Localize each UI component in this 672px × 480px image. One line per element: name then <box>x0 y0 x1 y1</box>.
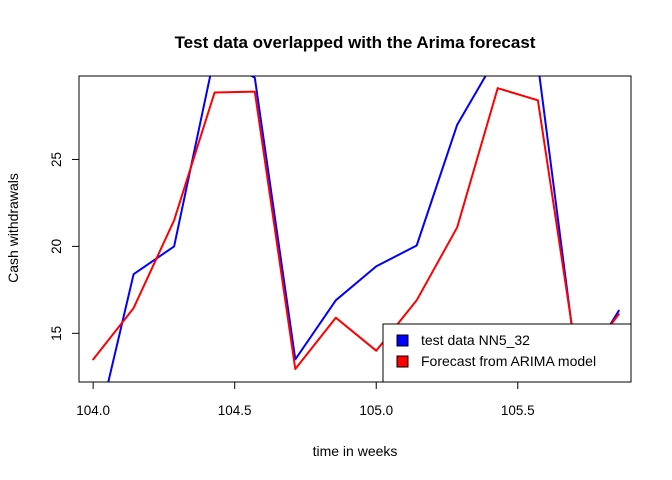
series-layer <box>92 76 620 382</box>
legend: test data NN5_32 Forecast from ARIMA mode… <box>382 323 632 383</box>
legend-swatch <box>396 334 409 347</box>
x-axis-label: time in weeks <box>313 443 398 459</box>
legend-label: test data NN5_32 <box>421 332 530 348</box>
x-tick-label: 105.0 <box>359 403 393 418</box>
y-tick-label: 20 <box>49 239 64 254</box>
y-axis: 15 20 25 <box>49 152 80 341</box>
x-tick-label: 104.0 <box>76 403 110 418</box>
legend-label: Forecast from ARIMA model <box>421 353 596 369</box>
x-axis: 104.0 104.5 105.0 105.5 <box>76 381 535 418</box>
series-line-1 <box>107 76 620 382</box>
x-tick-label: 104.5 <box>218 403 252 418</box>
y-tick-label: 25 <box>49 152 64 167</box>
chart-title: Test data overlapped with the Arima fore… <box>175 33 536 52</box>
y-tick-label: 15 <box>49 326 64 341</box>
series-line-2 <box>92 87 620 370</box>
legend-box <box>382 323 632 383</box>
legend-swatch <box>396 355 409 368</box>
x-tick-label: 105.5 <box>501 403 535 418</box>
y-axis-label: Cash withdrawals <box>5 173 21 283</box>
